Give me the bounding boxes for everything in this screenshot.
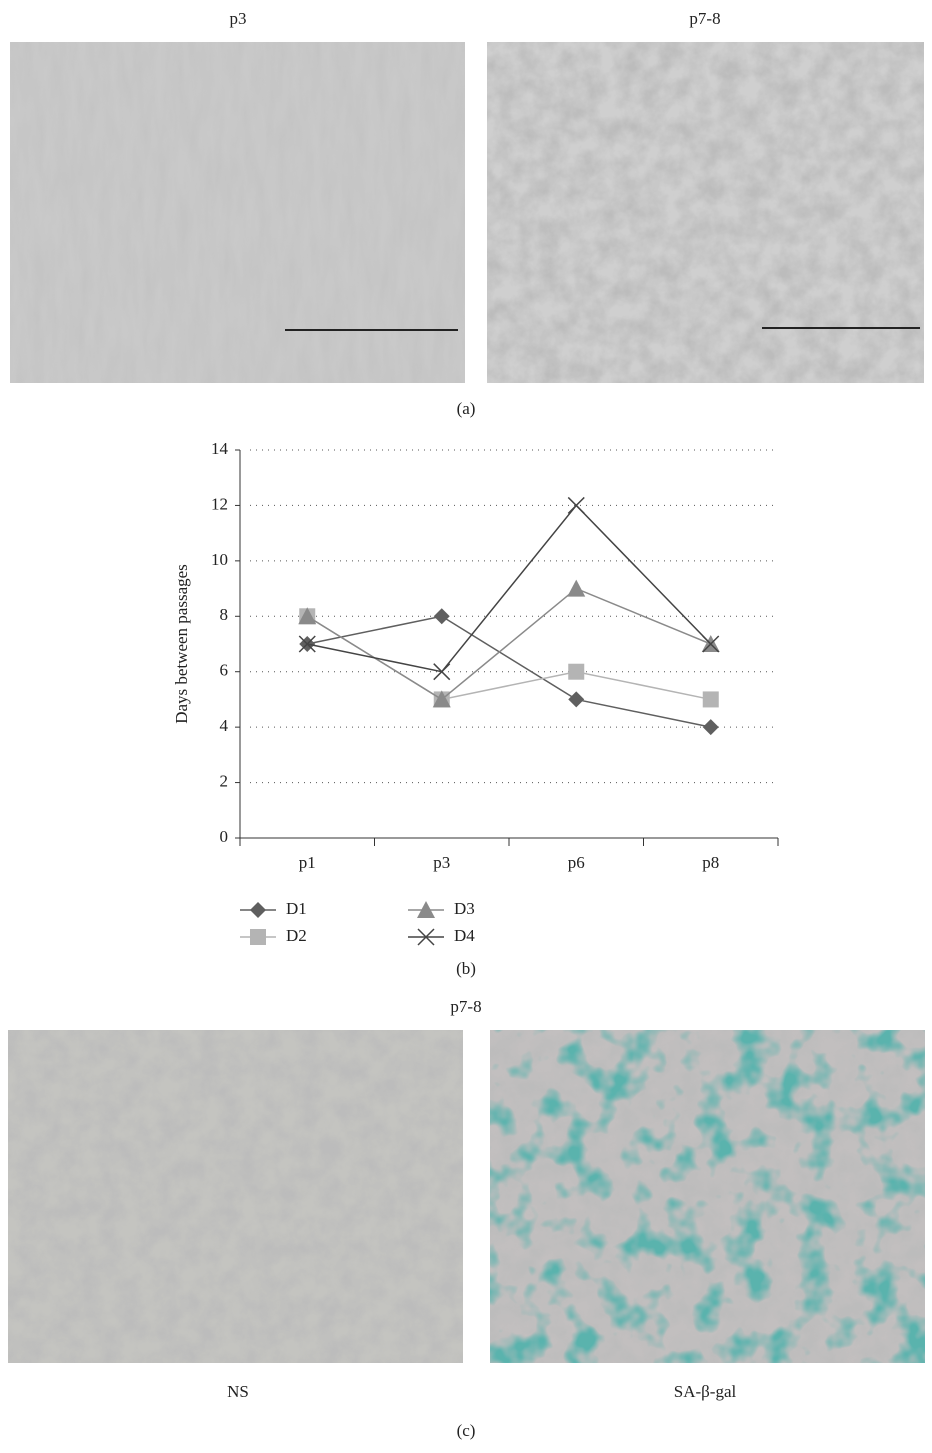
marker [417, 901, 435, 918]
marker [702, 691, 719, 708]
x-tick-label: p6 [568, 853, 585, 872]
panel-title: p7-8 [450, 997, 481, 1016]
y-tick-label: 10 [211, 550, 228, 569]
x-tick-label: p3 [433, 853, 450, 872]
series-line [307, 615, 711, 728]
micrograph [490, 1030, 925, 1363]
x-tick-label: p8 [702, 853, 719, 872]
marker [432, 690, 451, 708]
micrograph [10, 42, 465, 383]
micrograph [487, 42, 924, 383]
panel-label: (c) [457, 1421, 476, 1440]
marker [568, 691, 585, 708]
y-axis-label: Days between passages [172, 564, 191, 724]
marker [568, 663, 585, 680]
legend-label: D1 [286, 899, 307, 918]
image-caption: p3 [230, 9, 247, 28]
marker [298, 635, 316, 653]
marker [702, 719, 719, 736]
micrograph [8, 1030, 463, 1363]
legend-label: D3 [454, 899, 475, 918]
panel-label: (b) [456, 959, 476, 978]
marker [433, 608, 450, 625]
y-tick-label: 14 [211, 439, 229, 458]
legend-label: D4 [454, 926, 475, 945]
marker [567, 496, 585, 514]
y-tick-label: 2 [220, 771, 229, 790]
series-line [307, 504, 712, 673]
y-tick-label: 0 [220, 827, 229, 846]
marker [250, 929, 266, 945]
y-tick-label: 12 [211, 494, 228, 513]
y-tick-label: 6 [220, 661, 229, 680]
y-tick-label: 8 [220, 605, 229, 624]
marker [702, 635, 720, 653]
series-line [306, 587, 712, 701]
image-caption: p7-8 [689, 9, 720, 28]
marker [250, 902, 266, 918]
y-tick-label: 4 [220, 716, 229, 735]
marker [298, 607, 317, 625]
line-chart: 0 2 4 6 8 10 12 14 p1 p3 p6 p8 D1 D2 D3 D4 [211, 439, 779, 946]
marker [567, 579, 586, 597]
panel-label: (a) [457, 399, 476, 418]
image-caption: NS [227, 1382, 249, 1401]
image-caption: SA-β-gal [674, 1382, 737, 1401]
marker [433, 663, 451, 681]
marker [417, 928, 435, 946]
legend-label: D2 [286, 926, 307, 945]
x-tick-label: p1 [299, 853, 316, 872]
